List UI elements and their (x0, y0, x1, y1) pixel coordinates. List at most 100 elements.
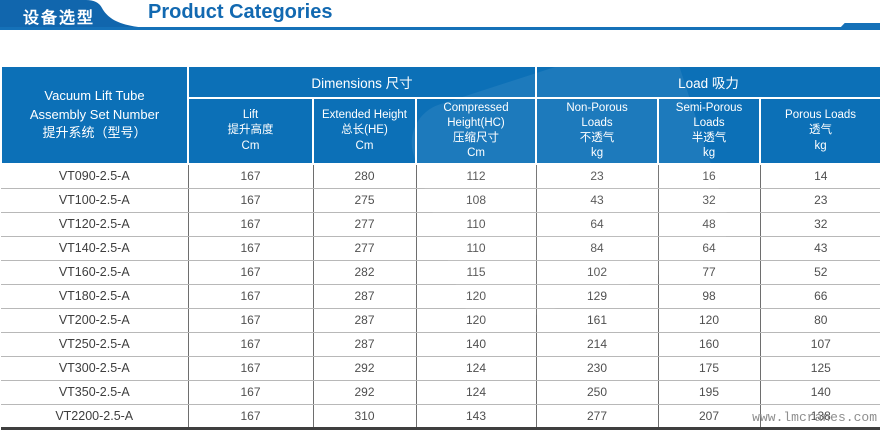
value-cell: 167 (188, 188, 314, 213)
value-cell: 77 (658, 260, 761, 285)
load-group-header: Load 吸力 (535, 65, 880, 99)
page-title: Product Categories (148, 1, 333, 23)
title-underline-end (838, 23, 880, 30)
non-porous-column-header: Non-Porous Loads 不透气 kg (535, 97, 660, 165)
table-row: VT160-2.5-A 167 282 115 102 77 52 (1, 260, 880, 285)
value-cell: 108 (416, 188, 537, 213)
model-cell: VT300-2.5-A (1, 356, 189, 381)
header-line: 透气 (809, 124, 833, 137)
value-cell: 112 (416, 164, 537, 189)
group-header-row: Vacuum Lift Tube Assembly Set Number 提升系统（… (0, 65, 880, 165)
header-line: 提升高度 (227, 124, 274, 137)
value-cell: 207 (658, 404, 761, 428)
header-line: Extended Height (321, 109, 408, 122)
value-cell: 16 (658, 164, 761, 189)
value-cell: 282 (313, 260, 417, 285)
header-line: 提升系统（型号） (42, 125, 147, 141)
value-cell: 143 (416, 404, 537, 428)
header-line: Cm (355, 139, 374, 152)
value-cell: 287 (313, 308, 417, 333)
value-cell: 43 (760, 236, 880, 261)
value-cell: 120 (416, 284, 537, 309)
header-line: Assembly Set Number (29, 106, 160, 122)
value-cell: 175 (658, 356, 761, 381)
tab-shape (0, 0, 158, 29)
value-cell: 120 (416, 308, 537, 333)
model-cell: VT180-2.5-A (1, 284, 189, 309)
value-cell: 98 (658, 284, 761, 309)
header-line: 半透气 (691, 132, 727, 144)
header-line: Compressed (443, 101, 509, 114)
value-cell: 23 (536, 164, 659, 189)
header-line: Vacuum Lift Tube (44, 87, 145, 103)
value-cell: 64 (658, 236, 761, 261)
header-line: kg (814, 139, 827, 152)
value-cell: 277 (313, 212, 417, 237)
model-cell: VT350-2.5-A (1, 380, 189, 405)
value-cell: 167 (188, 356, 314, 381)
model-column-header: Vacuum Lift Tube Assembly Set Number 提升系统（… (0, 65, 189, 165)
model-cell: VT120-2.5-A (1, 212, 189, 237)
value-cell: 124 (416, 380, 537, 405)
sub-header-row: Lift 提升高度 Cm Extended Height 总长(HE) Cm Compr… (1, 97, 880, 165)
value-cell: 167 (188, 404, 314, 428)
value-cell: 277 (313, 236, 417, 261)
header-line: Height(HC) (447, 116, 505, 129)
header-line: 不透气 (579, 132, 615, 144)
value-cell: 107 (760, 332, 880, 357)
value-cell: 167 (188, 164, 314, 189)
model-cell: VT200-2.5-A (1, 308, 189, 333)
table-row: VT250-2.5-A 167 287 140 214 160 107 (1, 332, 880, 357)
value-cell: 84 (536, 236, 659, 261)
value-cell: 64 (536, 212, 659, 237)
section-tab-label: 设备选型 (23, 10, 96, 27)
value-cell: 310 (313, 404, 417, 428)
porous-column-header: Porous Loads 透气 kg (759, 97, 880, 165)
value-cell: 167 (188, 260, 314, 285)
model-cell: VT090-2.5-A (1, 164, 189, 189)
value-cell: 287 (313, 332, 417, 357)
value-cell: 167 (188, 284, 314, 309)
value-cell: 52 (760, 260, 880, 285)
table-row: VT100-2.5-A 167 275 108 43 32 23 (1, 188, 880, 213)
value-cell: 195 (658, 380, 761, 405)
value-cell: 120 (658, 308, 761, 333)
value-cell: 250 (536, 380, 659, 405)
value-cell: 167 (188, 332, 314, 357)
table-row: VT300-2.5-A 167 292 124 230 175 125 (1, 356, 880, 381)
value-cell: 230 (536, 356, 659, 381)
value-cell: 32 (760, 212, 880, 237)
value-cell: 140 (760, 380, 880, 405)
value-cell: 214 (536, 332, 659, 357)
table-row: VT120-2.5-A 167 277 110 64 48 32 (1, 212, 880, 237)
table-row: VT200-2.5-A 167 287 120 161 120 80 (1, 308, 880, 333)
value-cell: 110 (416, 236, 537, 261)
value-cell: 160 (658, 332, 761, 357)
header-line: Cm (241, 139, 260, 152)
header-line: Loads (581, 116, 613, 129)
header-line: kg (702, 147, 716, 160)
value-cell: 110 (416, 212, 537, 237)
model-cell: VT160-2.5-A (1, 260, 189, 285)
value-cell: 138 (760, 404, 880, 428)
value-cell: 43 (536, 188, 659, 213)
table-row: VT090-2.5-A 167 280 112 23 16 14 (1, 164, 880, 189)
title-bar: 设备选型 Product Categories (0, 0, 880, 31)
header-line: Non-Porous (566, 101, 628, 114)
value-cell: 280 (313, 164, 417, 189)
value-cell: 287 (313, 284, 417, 309)
value-cell: 32 (658, 188, 761, 213)
extended-height-column-header: Extended Height 总长(HE) Cm (312, 97, 417, 165)
header-line: Loads (693, 116, 725, 129)
value-cell: 66 (760, 284, 880, 309)
table-row: VT140-2.5-A 167 277 110 84 64 43 (1, 236, 880, 261)
value-cell: 161 (536, 308, 659, 333)
value-cell: 129 (536, 284, 659, 309)
value-cell: 167 (188, 380, 314, 405)
value-cell: 23 (760, 188, 880, 213)
value-cell: 277 (536, 404, 659, 428)
header-line: Porous Loads (785, 109, 857, 122)
semi-porous-column-header: Semi-Porous Loads 半透气 kg (657, 97, 762, 165)
product-spec-table: Vacuum Lift Tube Assembly Set Number 提升系统（… (0, 65, 880, 430)
value-cell: 275 (313, 188, 417, 213)
